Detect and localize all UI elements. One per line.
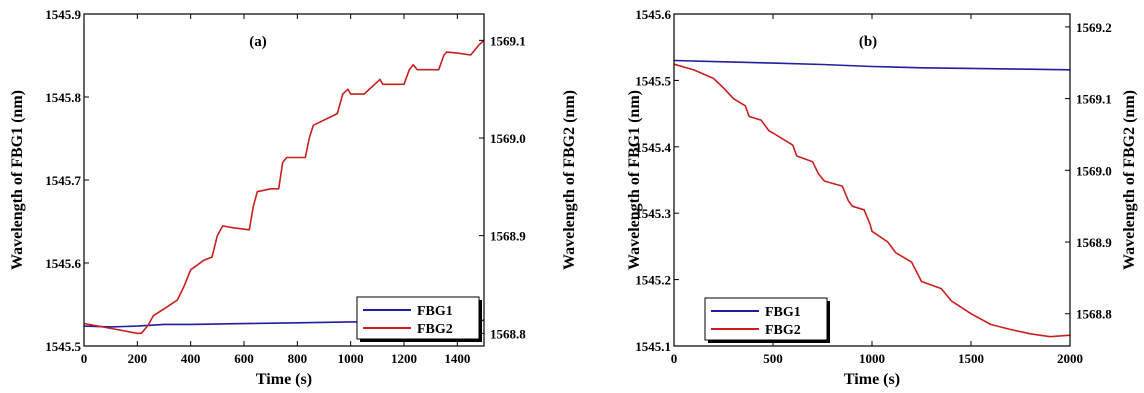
legend: FBG1 FBG2 [704, 297, 830, 343]
y-left-tick-label: 1545.2 [635, 273, 671, 288]
x-axis-label: Time (s) [256, 371, 312, 388]
y-right-tick-label: 1569.1 [490, 33, 526, 48]
x-tick-label: 400 [181, 351, 201, 366]
y-left-tick-label: 1545.9 [45, 7, 81, 22]
x-tick-label: 2000 [1057, 351, 1083, 366]
y-left-tick-label: 1545.5 [635, 73, 671, 88]
panel-label: (b) [859, 34, 877, 50]
series-line-fbg1 [673, 59, 1071, 71]
legend-box [704, 297, 828, 341]
x-tick-label: 1000 [859, 351, 885, 366]
x-tick-label: 0 [671, 351, 678, 366]
y-left-tick-label: 1545.5 [45, 339, 81, 354]
y-right-tick-label: 1568.9 [490, 229, 526, 244]
series-line-fbg2 [673, 63, 1071, 338]
y-right-tick-label: 1568.8 [1076, 307, 1112, 322]
y-right-tick-label: 1569.0 [490, 131, 526, 146]
chart-panel-a: 0 200 400 600 800 1000 1200 1400 1545.5 1545.6 154… [9, 7, 578, 388]
x-tick-label: 200 [128, 351, 148, 366]
y-right-tick-label: 1569.2 [1076, 20, 1112, 35]
y-right-axis-label: Wavelength of FBG2 (nm) [561, 90, 578, 270]
y-right-tick-label: 1569.0 [1076, 163, 1112, 178]
legend: FBG1 FBG2 [356, 296, 482, 342]
y-left-tick-label: 1545.1 [635, 339, 671, 354]
plot-frame [83, 13, 485, 347]
x-axis-label: Time (s) [844, 371, 900, 388]
legend-label-fbg1: FBG1 [417, 304, 453, 319]
y-left-axis-label: Wavelength of FBG1 (nm) [626, 90, 643, 270]
x-tick-label: 1400 [444, 351, 470, 366]
x-tick-label: 500 [763, 351, 783, 366]
panel-label: (a) [249, 34, 267, 50]
y-right-tick-label: 1568.8 [490, 326, 526, 341]
x-tick-label: 1500 [958, 351, 984, 366]
y-left-tick-label: 1545.3 [635, 206, 671, 221]
y-right-tick-label: 1568.9 [1076, 235, 1112, 250]
legend-box [356, 296, 480, 340]
x-tick-label: 1200 [391, 351, 417, 366]
plot-frame [673, 13, 1071, 347]
legend-label-fbg2: FBG2 [417, 322, 453, 337]
legend-label-fbg2: FBG2 [765, 323, 801, 338]
y-right-tick-label: 1569.1 [1076, 92, 1112, 107]
chart-panel-b: 0 500 1000 1500 2000 1545.1 1545.2 1545.3 1545.4… [626, 7, 1138, 388]
x-tick-label: 800 [288, 351, 308, 366]
y-left-tick-label: 1545.7 [45, 173, 81, 188]
x-tick-label: 600 [234, 351, 254, 366]
y-left-axis-label: Wavelength of FBG1 (nm) [9, 90, 26, 270]
x-tick-label: 1000 [338, 351, 364, 366]
y-left-tick-label: 1545.4 [635, 140, 671, 155]
y-left-tick-label: 1545.8 [45, 90, 81, 105]
y-left-tick-label: 1545.6 [45, 256, 81, 271]
legend-label-fbg1: FBG1 [765, 305, 801, 320]
y-right-axis-label: Wavelength of FBG2 (nm) [1121, 90, 1138, 270]
y-left-tick-label: 1545.6 [635, 7, 671, 22]
x-tick-label: 0 [81, 351, 88, 366]
series-line-fbg2 [83, 39, 485, 335]
